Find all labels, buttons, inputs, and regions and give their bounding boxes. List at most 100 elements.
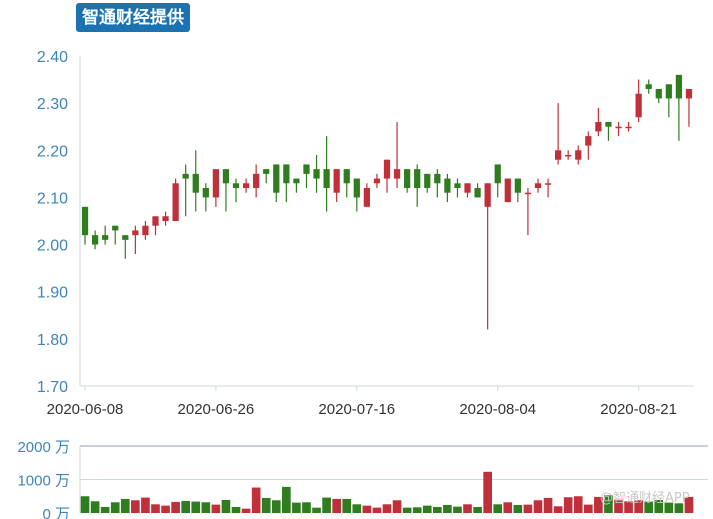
- volume-bar: [402, 507, 412, 513]
- candle-body: [655, 89, 662, 99]
- candle: [675, 74, 683, 141]
- candle-body: [242, 183, 250, 188]
- candle-body: [625, 126, 632, 129]
- x-tick-label: 2020-06-08: [47, 401, 124, 418]
- candle: [152, 216, 159, 236]
- volume-bar: [80, 496, 90, 513]
- candle-body: [182, 173, 189, 179]
- candle: [91, 230, 99, 250]
- candle: [524, 188, 532, 236]
- price-y-tick-label: 2.30: [37, 96, 68, 113]
- candle-body: [383, 159, 391, 179]
- volume-bar: [654, 499, 664, 513]
- volume-bar: [231, 506, 241, 513]
- candle: [635, 79, 642, 122]
- volume-bar: [342, 498, 352, 513]
- candle-body: [474, 188, 481, 198]
- candle: [645, 79, 652, 94]
- candle-body: [544, 183, 552, 185]
- candle-body: [615, 126, 622, 129]
- candle: [434, 169, 441, 198]
- candle: [655, 89, 662, 104]
- volume-axis-frame: [79, 445, 708, 513]
- volume-bar: [191, 501, 201, 513]
- candle-body: [263, 169, 270, 174]
- candle: [685, 89, 693, 127]
- candle-body: [343, 169, 350, 184]
- volume-bar: [312, 507, 321, 513]
- candle: [595, 107, 602, 137]
- volume-bar: [604, 495, 613, 513]
- candle-body: [464, 183, 471, 193]
- candle: [112, 225, 119, 245]
- volume-bar: [543, 497, 553, 513]
- candle-body: [585, 136, 592, 146]
- candle-body: [172, 183, 179, 221]
- volume-bar: [261, 497, 271, 513]
- volume-bar: [573, 496, 583, 513]
- price-y-tick-label: 1.80: [37, 332, 68, 349]
- volume-bar: [553, 506, 563, 513]
- candle: [81, 206, 89, 245]
- volume-y-tick-label: 0 万: [42, 506, 70, 519]
- volume-bar-series: [80, 471, 694, 513]
- volume-bar: [422, 505, 432, 513]
- candle: [293, 178, 300, 193]
- date-x-axis: 2020-06-08 2020-06-26 2020-07-16 2020-08-04…: [47, 386, 677, 418]
- candle: [544, 178, 552, 198]
- watermark: @智通财经APP: [600, 491, 690, 506]
- volume-bar: [382, 504, 392, 513]
- volume-bar: [211, 504, 221, 513]
- candle: [494, 164, 501, 198]
- candle-body: [494, 164, 501, 184]
- candle: [273, 164, 280, 203]
- candle-body: [212, 169, 220, 198]
- candle: [283, 164, 290, 203]
- candle: [132, 225, 139, 254]
- volume-bar: [302, 502, 311, 513]
- candle: [162, 211, 169, 226]
- candle-body: [554, 150, 562, 160]
- candle-body: [122, 235, 129, 240]
- candle-body: [685, 89, 693, 99]
- candle-body: [333, 169, 340, 193]
- candle-body: [303, 164, 310, 174]
- volume-bar: [392, 500, 402, 513]
- candle: [424, 173, 431, 193]
- volume-bar: [533, 500, 543, 513]
- candle: [414, 164, 421, 207]
- volume-bar: [513, 504, 523, 513]
- volume-bar: [352, 504, 362, 513]
- x-tick-label: 2020-07-16: [318, 401, 395, 418]
- candle: [363, 183, 370, 207]
- candle-body: [675, 74, 683, 99]
- volume-bar: [332, 498, 342, 513]
- volume-bar: [503, 502, 513, 513]
- candle-body: [353, 178, 360, 198]
- candle: [313, 155, 320, 193]
- x-tick-label: 2020-08-04: [459, 401, 536, 418]
- candle-body: [323, 169, 330, 188]
- candle: [393, 122, 401, 188]
- volume-bar: [292, 502, 301, 513]
- candle: [444, 173, 451, 203]
- candle: [242, 178, 250, 193]
- candle-body: [665, 84, 672, 99]
- candle-body: [605, 122, 612, 127]
- volume-bar: [583, 504, 593, 513]
- candle: [575, 145, 582, 165]
- candle-body: [414, 169, 421, 188]
- candle: [504, 178, 511, 203]
- candle-body: [91, 235, 99, 245]
- candle-body: [595, 122, 602, 132]
- candle-body: [524, 192, 532, 195]
- candle-body: [162, 216, 169, 221]
- x-tick-label: 2020-06-26: [178, 401, 255, 418]
- candle: [192, 150, 199, 212]
- x-tick-label: 2020-08-21: [600, 401, 677, 418]
- candle: [615, 122, 622, 137]
- candle-body: [283, 164, 290, 184]
- volume-bar: [282, 486, 291, 513]
- candle: [665, 84, 672, 118]
